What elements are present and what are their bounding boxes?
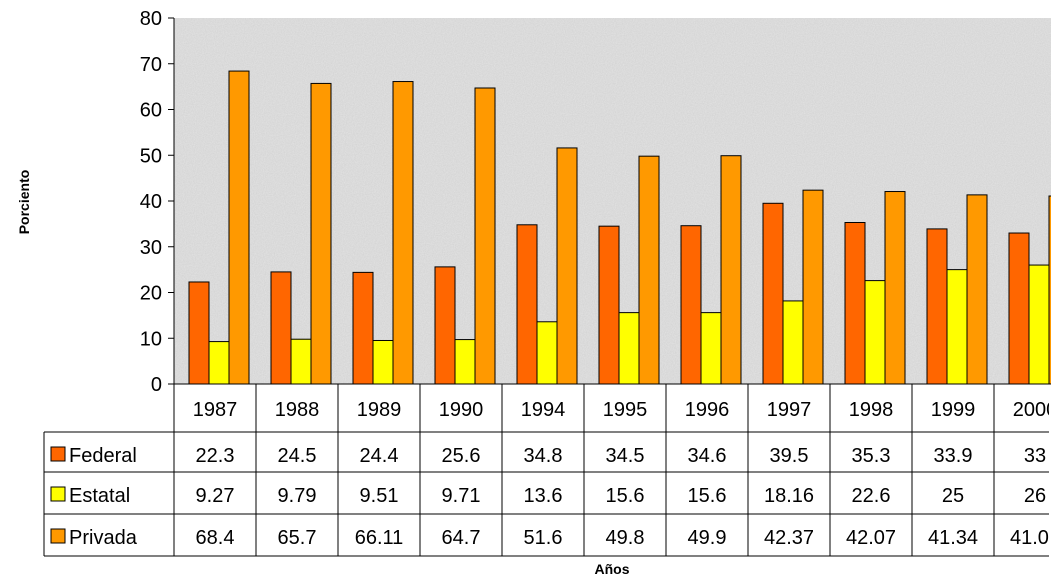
bar-estatal-1996 [700,312,722,385]
data-label-federal: 22.3 [196,445,235,467]
y-tick-label: 50 [140,145,162,167]
bar-privada-1999 [966,194,988,385]
bar-estatal-1988 [290,338,312,385]
y-tick-label: 70 [140,54,162,76]
data-label-privada: 41.09 [1010,527,1051,549]
bar-federal-1998 [844,222,866,385]
bar-estatal-1989 [372,339,394,385]
bar-estatal-1990 [454,339,476,385]
bar-federal-1989 [352,271,374,385]
data-label-privada: 49.9 [688,527,727,549]
bar-estatal-1987 [208,341,230,385]
bar-estatal-1995 [618,312,640,385]
bars-group [188,70,1051,385]
bar-federal-1988 [270,271,292,385]
data-label-privada: 65.7 [278,527,317,549]
bar-federal-1999 [926,228,948,385]
y-tick-label: 80 [140,8,162,30]
bar-privada-1988 [310,82,332,385]
legend-label-federal: Federal [69,445,137,467]
bar-federal-2000 [1008,232,1030,385]
data-label-estatal: 9.79 [278,485,317,507]
x-tick-label: 1997 [767,399,812,421]
data-table: 1987 1988 1989 1990 1994 1995 1996 1997 1998 1999… [43,383,1051,557]
bar-privada-1996 [720,155,742,385]
bar-privada-1997 [802,189,824,385]
bar-federal-1996 [680,225,702,385]
y-tick-label: 0 [151,374,162,396]
bar-privada-1995 [638,155,660,385]
legend-swatch-federal [50,446,66,462]
bar-estatal-2000 [1028,264,1050,385]
data-label-estatal: 15.6 [606,485,645,507]
data-label-federal: 33.9 [934,445,973,467]
data-label-privada: 64.7 [442,527,481,549]
x-tick-label: 1987 [193,399,238,421]
data-label-privada: 42.07 [846,527,896,549]
data-label-privada: 51.6 [524,527,563,549]
x-tick-label: 1996 [685,399,730,421]
y-tick-label: 30 [140,237,162,259]
data-label-privada: 42.37 [764,527,814,549]
y-tick-label: 20 [140,283,162,305]
data-label-privada: 66.11 [355,527,404,549]
legend-swatch-privada [50,528,66,544]
y-tick-label: 60 [140,100,162,122]
bar-estatal-1999 [946,269,968,385]
bar-federal-1994 [516,224,538,385]
data-label-federal: 24.4 [360,445,399,467]
data-label-privada: 68.4 [196,527,235,549]
data-label-federal: 33 [1024,445,1046,467]
data-label-federal: 24.5 [278,445,317,467]
bar-privada-1989 [392,81,414,385]
data-label-federal: 39.5 [770,445,809,467]
x-tick-label: 1995 [603,399,648,421]
x-tick-label: 1999 [931,399,976,421]
data-label-estatal: 18.16 [764,485,814,507]
y-tick-label: 40 [140,191,162,213]
x-tick-label: 1998 [849,399,894,421]
data-label-estatal: 9.71 [442,485,481,507]
x-axis-title: Años [595,561,630,577]
data-label-estatal: 9.51 [360,485,399,507]
x-tick-label: 2000 [1013,399,1051,421]
bar-federal-1995 [598,225,620,385]
bar-federal-1987 [188,281,210,385]
legend-swatch-estatal [50,486,66,502]
data-label-estatal: 26 [1024,485,1046,507]
bar-estatal-1998 [864,280,886,385]
x-tick-label: 1988 [275,399,320,421]
y-tick-label: 10 [140,328,162,350]
data-label-privada: 41.34 [928,527,978,549]
bar-federal-1990 [434,266,456,385]
x-tick-label: 1990 [439,399,484,421]
x-tick-label: 1989 [357,399,402,421]
data-label-federal: 35.3 [852,445,891,467]
bar-privada-1987 [228,70,250,385]
data-label-federal: 34.5 [606,445,645,467]
data-label-federal: 25.6 [442,445,481,467]
y-axis: 0 10 20 30 40 50 60 70 80 [140,8,175,396]
bar-privada-2000 [1048,195,1051,385]
bar-federal-1997 [762,202,784,385]
data-label-estatal: 9.27 [196,485,235,507]
bar-estatal-1994 [536,321,558,385]
x-tick-label: 1994 [521,399,566,421]
y-axis-title: Porciento [16,170,32,235]
data-label-federal: 34.8 [524,445,563,467]
data-label-estatal: 15.6 [688,485,727,507]
data-label-privada: 49.8 [606,527,645,549]
bar-privada-1990 [474,87,496,385]
data-label-federal: 34.6 [688,445,727,467]
data-label-estatal: 22.6 [852,485,891,507]
bar-privada-1998 [884,191,906,385]
bar-privada-1994 [556,147,578,385]
data-label-estatal: 25 [942,485,964,507]
data-label-estatal: 13.6 [524,485,563,507]
legend-label-estatal: Estatal [69,485,130,507]
bar-estatal-1997 [782,300,804,385]
legend-label-privada: Privada [69,527,138,549]
